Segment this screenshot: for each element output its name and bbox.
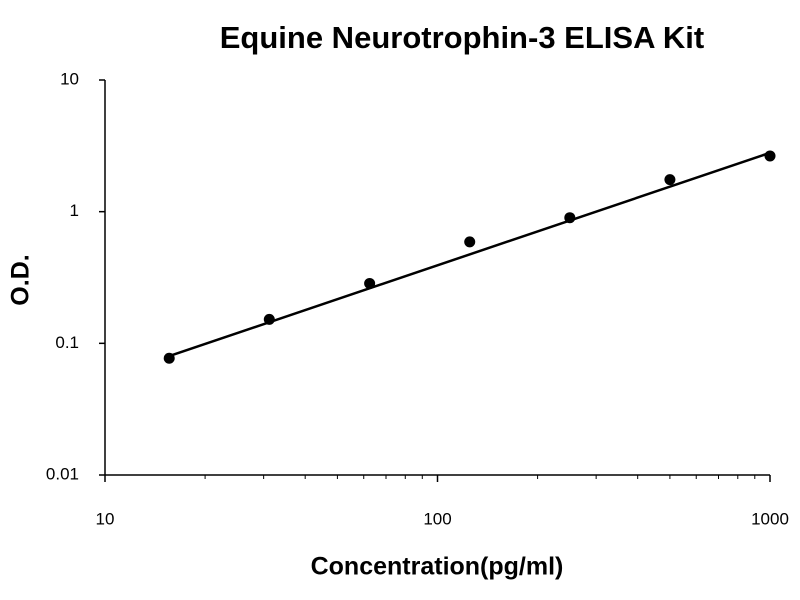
data-point (764, 150, 776, 162)
data-point (664, 174, 676, 186)
data-point (163, 352, 175, 364)
x-tick-label: 1000 (751, 509, 789, 528)
x-tick-label: 10 (96, 509, 115, 528)
y-tick-label: 0.01 (46, 464, 79, 483)
data-point (564, 212, 576, 224)
y-tick-label: 10 (60, 69, 79, 88)
data-point (263, 313, 275, 325)
x-axis-label: Concentration(pg/ml) (311, 553, 564, 581)
x-tick-label: 100 (423, 509, 451, 528)
data-point (464, 236, 476, 248)
y-axis-label: O.D. (7, 254, 35, 305)
y-tick-label: 1 (70, 201, 79, 220)
chart-title: Equine Neurotrophin-3 ELISA Kit (220, 20, 705, 55)
data-point (364, 277, 376, 289)
y-tick-label: 0.1 (55, 333, 79, 352)
